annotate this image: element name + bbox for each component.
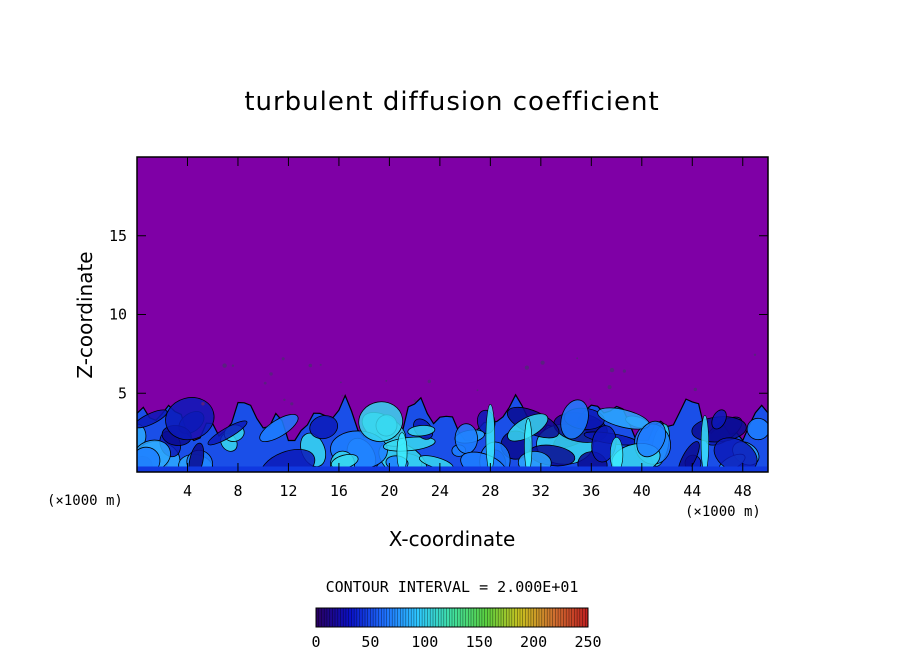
speck: [385, 380, 388, 382]
surface-layer: [137, 466, 768, 472]
plume-contour: [485, 403, 496, 472]
y-tick-label: 15: [109, 227, 127, 245]
speck: [609, 367, 615, 373]
speck: [524, 365, 530, 370]
eddy-contour: [454, 423, 478, 454]
speck: [576, 357, 579, 360]
plume-contour: [700, 415, 709, 472]
chart-title: turbulent diffusion coefficient: [244, 87, 659, 117]
speck: [589, 398, 592, 401]
x-axis-ticks: 4 8 12 16 20 24 28 32 36 40 44 48: [183, 157, 752, 500]
speck: [540, 360, 545, 365]
colorbar-tick-label: 200: [520, 633, 547, 651]
eddy-contour: [636, 420, 666, 458]
plot-area: [136, 156, 769, 473]
eddy-contour: [137, 409, 168, 429]
x-tick-label: 40: [633, 482, 651, 500]
eddy-contour: [259, 413, 299, 443]
speck: [427, 379, 431, 384]
plume-contour: [396, 432, 408, 472]
y-axis-ticks: 5 10 15: [109, 227, 768, 402]
speck: [231, 364, 235, 367]
eddy-contour: [309, 415, 339, 440]
eddy-contour: [746, 417, 768, 441]
colorbar: 0 50 100 150 200 250: [311, 607, 602, 651]
eddy-contour: [383, 436, 436, 452]
speck: [290, 402, 294, 406]
x-tick-label: 24: [431, 482, 449, 500]
colorbar-tick-label: 150: [466, 633, 493, 651]
x-tick-label: 8: [233, 482, 242, 500]
speck: [340, 381, 342, 384]
x-tick-label: 16: [330, 482, 348, 500]
x-axis-unit-right: (×1000 m): [685, 504, 761, 520]
x-tick-label: 20: [380, 482, 398, 500]
x-tick-label: 44: [683, 482, 701, 500]
speck: [753, 353, 757, 356]
speck: [319, 363, 322, 366]
colorbar-ticks: 0 50 100 150 200 250: [311, 633, 601, 651]
colorbar-tick-label: 250: [574, 633, 601, 651]
colorbar-stripes: [315, 608, 589, 627]
x-tick-label: 12: [279, 482, 297, 500]
speck: [622, 369, 627, 373]
x-tick-label: 28: [481, 482, 499, 500]
speck: [607, 385, 612, 390]
eddy-contour: [407, 424, 436, 437]
eddy-contour: [560, 399, 589, 440]
speck: [693, 387, 697, 392]
eddy-contour: [711, 409, 727, 430]
x-axis-unit-left: (×1000 m): [47, 493, 123, 509]
speck: [222, 363, 227, 368]
x-axis-label: X-coordinate: [389, 527, 516, 551]
speck: [281, 357, 285, 361]
speck: [201, 402, 205, 406]
speck: [283, 398, 286, 401]
x-tick-label: 48: [734, 482, 752, 500]
speck: [308, 363, 313, 368]
speck: [341, 394, 344, 397]
eddy-contour: [358, 401, 404, 442]
colorbar-tick-label: 50: [361, 633, 379, 651]
colorbar-tick-label: 0: [311, 633, 320, 651]
speck: [476, 389, 479, 392]
contour-interval-label: CONTOUR INTERVAL = 2.000E+01: [326, 578, 579, 596]
speck: [413, 399, 417, 403]
x-tick-label: 36: [582, 482, 600, 500]
turbulent-layer: [137, 353, 768, 472]
eddy-contour: [207, 420, 248, 446]
x-tick-label: 32: [532, 482, 550, 500]
x-tick-label: 4: [183, 482, 192, 500]
y-axis-label: Z-coordinate: [73, 251, 97, 378]
plume-contour: [524, 418, 533, 472]
speck: [269, 372, 273, 376]
colorbar-tick-label: 100: [411, 633, 438, 651]
y-tick-label: 10: [109, 306, 127, 324]
speck: [263, 381, 267, 385]
eddy-contour: [165, 397, 215, 441]
y-tick-label: 5: [118, 384, 127, 402]
